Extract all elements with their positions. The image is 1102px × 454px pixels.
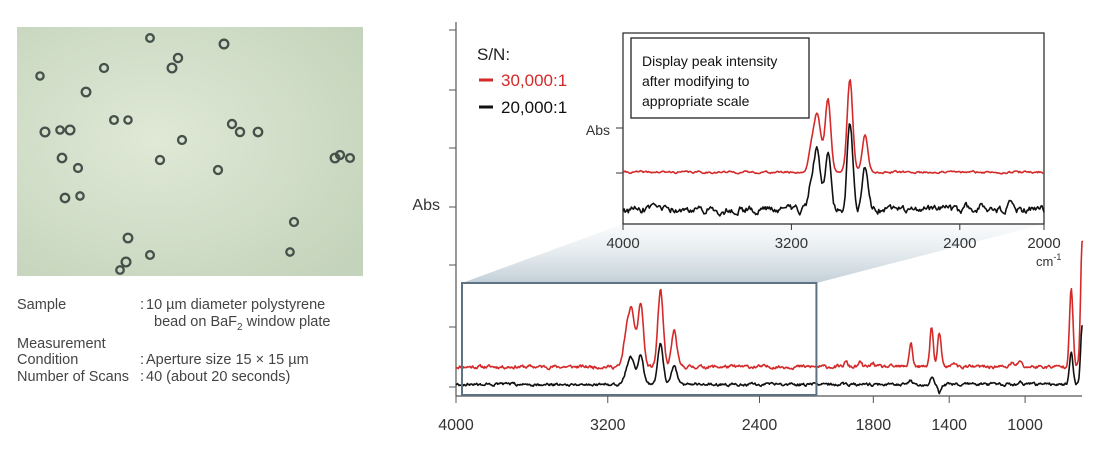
spec-condition-value: Aperture size 15 × 15 µm: [146, 352, 309, 369]
bead-particle: [145, 33, 155, 43]
series-line-300001: [455, 240, 1084, 371]
legend-label-30000: 30,000:1: [501, 71, 567, 90]
bead-particle: [80, 86, 92, 98]
bead-particle: [212, 164, 224, 176]
bead-particle: [285, 247, 295, 257]
bead-particles: [35, 33, 356, 275]
spec-condition-row: Condition: Aperture size 15 × 15 µm: [17, 352, 417, 369]
legend: S/N: 30,000:1 20,000:1: [477, 45, 567, 117]
inset-x-tick-label: 4000: [606, 235, 639, 252]
spec-sample-row: Sample:10 µm diameter polystyrene bead on…: [17, 297, 417, 336]
spec-sample-line2-end: window plate: [242, 313, 331, 330]
inset-annotation-line2: after modifying to: [642, 73, 750, 89]
spec-sample-value: 10 µm diameter polystyrene bead on BaF2 w…: [146, 297, 406, 336]
legend-label-20000: 20,000:1: [501, 98, 567, 117]
bead-particle: [288, 216, 300, 228]
bead-particle: [252, 126, 264, 138]
bead-particle: [344, 152, 356, 164]
bead-particle: [172, 52, 184, 64]
main-x-tick-label: 3200: [590, 417, 626, 434]
bead-particle: [122, 232, 134, 244]
inset-series-group: [622, 79, 1045, 217]
inset-annotation-line3: appropriate scale: [642, 93, 750, 109]
spec-colon: :: [140, 297, 145, 313]
inset-x-tick-label: 3200: [775, 235, 808, 252]
inset-x-unit-label: cm-1: [1036, 252, 1061, 269]
bead-particle: [64, 124, 76, 136]
zoom-projection: [462, 224, 1044, 283]
bead-particle: [154, 154, 166, 166]
bead-particle: [144, 249, 156, 261]
spec-sample-subscript: 2: [237, 321, 243, 333]
bead-particle: [98, 62, 110, 74]
spec-sample-label: Sample: [17, 297, 67, 313]
series-line-200001: [455, 325, 1083, 395]
bead-particle: [226, 118, 238, 130]
main-x-tick-label: 1800: [856, 417, 892, 434]
bead-particle: [39, 126, 51, 138]
spec-colon: :: [140, 352, 145, 369]
bead-particle: [334, 149, 346, 161]
inset-x-tick-label: 2000: [1027, 235, 1060, 252]
bead-particle: [123, 115, 133, 125]
bead-particle: [72, 162, 84, 174]
bead-particle: [166, 62, 178, 74]
main-x-tick-label: 2400: [742, 417, 778, 434]
bead-particle: [120, 256, 132, 268]
spec-scans-value: 40 (about 20 seconds): [146, 368, 291, 385]
spec-sample-line1: 10 µm diameter polystyrene: [146, 297, 326, 313]
inset-x-unit-superscript: -1: [1053, 252, 1061, 262]
bead-micrograph-image: [17, 27, 363, 276]
inset-series-line-200001: [622, 123, 1045, 217]
bead-particle: [218, 38, 230, 50]
inset-annotation-box: [630, 37, 810, 119]
legend-title: S/N:: [477, 45, 510, 64]
main-x-ticks: 4000 3200 2400 1800 1400 1000: [438, 396, 1043, 434]
bead-particle: [59, 192, 71, 204]
micrograph-background: [17, 27, 363, 276]
spec-sample-line2-text: bead on BaF: [154, 313, 238, 330]
bead-particle: [115, 265, 125, 275]
bead-particle: [56, 152, 68, 164]
bead-particle: [176, 134, 188, 146]
spec-measurement-row: Measurement: [17, 336, 417, 353]
main-x-tick-label: 1400: [931, 417, 967, 434]
bead-particle: [234, 126, 246, 138]
inset-y-axis-label: Abs: [586, 122, 610, 138]
main-series-group: [455, 240, 1084, 395]
inset-annotation-line1: Display peak intensity: [642, 53, 777, 69]
bead-particle: [55, 125, 65, 135]
inset-series-line-300001: [622, 79, 1044, 175]
bead-particle: [35, 71, 45, 81]
main-x-tick-label: 1000: [1007, 417, 1043, 434]
spec-scans-label: Number of Scans: [17, 368, 130, 385]
bead-particle: [108, 114, 120, 126]
spec-colon: :: [140, 368, 145, 385]
main-x-tick-label: 4000: [438, 417, 474, 434]
ir-spectrum-chart: 4000 3200 2400 1800 1400 1000 Abs 4000 3200 240…: [412, 22, 1084, 434]
spec-scans-row: Number of Scans:40 (about 20 seconds): [17, 369, 417, 386]
main-y-axis-label: Abs: [412, 197, 440, 214]
spec-condition-label: Condition: [17, 352, 79, 369]
spec-sample-line2: bead on BaF2 window plate: [146, 313, 331, 333]
spec-measurement-label: Measurement: [17, 335, 106, 352]
bead-particle: [75, 191, 85, 201]
zoom-region-box: [461, 282, 818, 396]
measurement-specs: Sample:10 µm diameter polystyrene bead on…: [17, 297, 417, 385]
main-y-ticks: [449, 29, 456, 388]
inset-x-tick-label: 2400: [943, 235, 976, 252]
